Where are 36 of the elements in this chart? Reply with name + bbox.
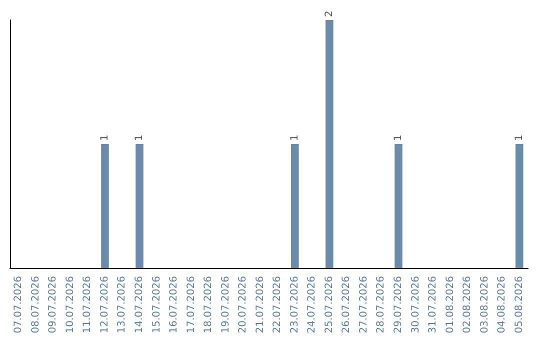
x-tick-label: 14.07.2026	[134, 276, 145, 334]
x-tick-label: 25.07.2026	[324, 276, 335, 334]
x-tick-label: 16.07.2026	[168, 276, 180, 334]
x-tick-label: 21.07.2026	[254, 276, 266, 334]
x-tick-label: 10.07.2026	[64, 276, 76, 334]
x-tick-label: 12.07.2026	[99, 276, 110, 334]
data-label: 1	[393, 134, 404, 141]
x-tick-label: 13.07.2026	[116, 276, 128, 334]
x-tick-label: 01.08.2026	[444, 276, 456, 334]
data-label: 2	[324, 10, 335, 17]
x-tick-label: 31.07.2026	[428, 276, 439, 334]
x-tick-label: 24.07.2026	[306, 276, 318, 334]
x-tick-label: 26.07.2026	[341, 276, 352, 334]
x-tick-label: 29.07.2026	[393, 276, 404, 334]
x-tick-label: 27.07.2026	[358, 276, 370, 334]
x-tick-label: 22.07.2026	[272, 276, 284, 334]
x-tick-label: 19.07.2026	[220, 276, 232, 334]
x-tick-label: 03.08.2026	[479, 276, 490, 334]
x-tick-label: 23.07.2026	[289, 276, 300, 334]
x-tick-label: 17.07.2026	[186, 276, 197, 334]
x-tick-label: 04.08.2026	[496, 276, 508, 334]
x-tick-label: 07.07.2026	[13, 276, 24, 334]
x-tick-label: 09.07.2026	[48, 276, 59, 334]
x-tick-label: 02.08.2026	[462, 276, 474, 334]
x-tick-label: 30.07.2026	[410, 276, 422, 334]
x-tick-label: 20.07.2026	[238, 276, 249, 334]
data-label: 1	[134, 134, 145, 141]
x-tick-label: 18.07.2026	[203, 276, 214, 334]
data-label: 1	[514, 134, 525, 141]
x-tick-label: 11.07.2026	[82, 276, 94, 334]
x-tick-label: 15.07.2026	[151, 276, 162, 334]
x-tick-label: 28.07.2026	[376, 276, 387, 334]
x-tick-label: 05.08.2026	[514, 276, 525, 334]
data-label: 1	[289, 134, 300, 141]
data-label: 1	[99, 134, 110, 141]
x-tick-label: 08.07.2026	[30, 276, 42, 334]
